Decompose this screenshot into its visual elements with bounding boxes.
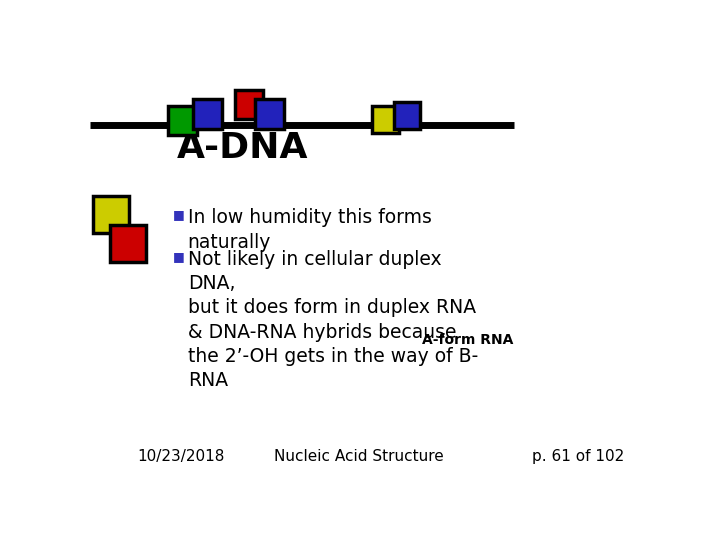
Text: 10/23/2018: 10/23/2018 bbox=[138, 449, 225, 464]
Bar bbox=[394, 102, 420, 129]
Text: ■: ■ bbox=[173, 208, 184, 221]
Text: Nucleic Acid Structure: Nucleic Acid Structure bbox=[274, 449, 444, 464]
Text: A-form RNA: A-form RNA bbox=[422, 333, 513, 347]
Bar bbox=[235, 90, 263, 119]
Text: ■: ■ bbox=[173, 250, 184, 263]
Text: A-DNA: A-DNA bbox=[176, 131, 308, 165]
Bar bbox=[372, 106, 399, 133]
Bar bbox=[168, 105, 197, 136]
Bar bbox=[193, 99, 222, 129]
Text: In low humidity this forms
naturally: In low humidity this forms naturally bbox=[188, 208, 431, 252]
Bar bbox=[93, 196, 129, 233]
Bar bbox=[109, 225, 145, 262]
Text: p. 61 of 102: p. 61 of 102 bbox=[532, 449, 624, 464]
Bar bbox=[255, 99, 284, 129]
Text: Not likely in cellular duplex
DNA,
but it does form in duplex RNA
& DNA-RNA hybr: Not likely in cellular duplex DNA, but i… bbox=[188, 250, 478, 390]
